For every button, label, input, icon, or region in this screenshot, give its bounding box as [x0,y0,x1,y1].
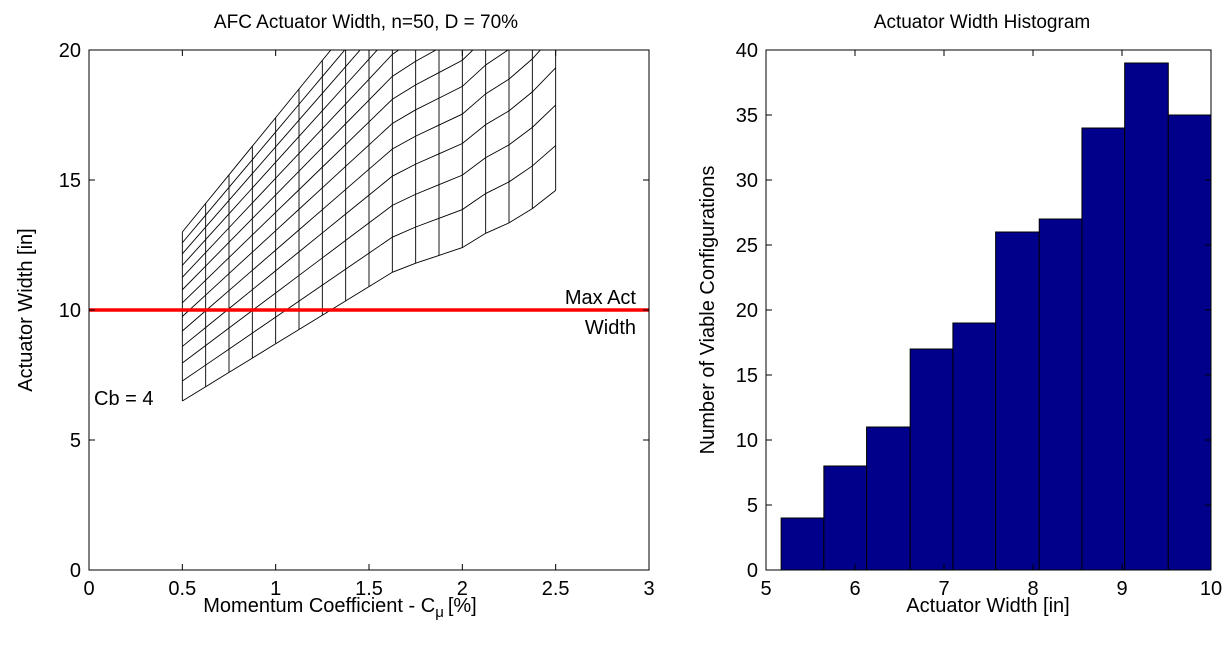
y-tick-label: 5 [70,430,81,452]
y-tick-label: 30 [736,170,758,192]
max-act-label-line1: Max Act [565,287,637,309]
x-tick-label: 9 [1116,578,1127,600]
x-tick-label: 1.5 [355,578,383,600]
y-tick-label: 20 [59,40,81,62]
x-tick-label: 7 [938,578,949,600]
y-tick-label: 20 [736,300,758,322]
histogram-bar [866,426,911,571]
y-tick-label: 0 [70,560,81,582]
x-tick-label: 6 [849,578,860,600]
histogram-y-label: Number of Viable Configurations [697,166,719,455]
y-tick-label: 10 [59,300,81,322]
constant-cb-curve [181,50,346,244]
y-tick-label: 35 [736,105,758,127]
histogram-bar [1038,218,1083,571]
histogram-bar [995,231,1040,571]
histogram-bar [1124,62,1169,571]
y-tick-label: 10 [736,430,758,452]
x-tick-label: 3 [643,578,654,600]
max-act-label-line2: Width [585,317,636,339]
x-tick-label: 0 [83,578,94,600]
histogram-bar [952,322,997,571]
histogram-panel: Actuator Width Histogram 5 6 7 8 9 1005101520… [697,12,1222,617]
histogram-title: Actuator Width Histogram [874,12,1090,33]
x-tick-label: 1 [270,578,281,600]
y-tick-label: 15 [736,365,758,387]
carpet-plot-y-label: Actuator Width [in] [15,228,37,391]
x-tick-label: 5 [760,578,771,600]
y-tick-label: 15 [59,170,81,192]
y-tick-label: 5 [747,495,758,517]
y-tick-label: 25 [736,235,758,257]
histogram-bar [780,517,825,571]
y-tick-label: 40 [736,40,758,62]
cb-annotation: Cb = 4 [94,388,153,410]
x-tick-label: 2.5 [542,578,570,600]
carpet-plot-panel: AFC Actuator Width, n=50, D = 70% 0 0.5 1 1… [15,12,655,621]
y-tick-label: 0 [747,560,758,582]
histogram-bar [1081,127,1126,571]
histogram-x-label: Actuator Width [in] [906,595,1069,617]
carpet-plot-mesh [181,50,557,402]
constant-cb-curve [181,50,361,255]
x-tick-label: 0.5 [168,578,196,600]
histogram-bar [1167,114,1212,571]
constant-cb-curve [181,50,332,233]
x-tick-label: 2 [457,578,468,600]
histogram-bar [823,465,868,571]
x-tick-label: 10 [1200,578,1222,600]
carpet-plot-x-label: Momentum Coefficient - Cμ [%] [203,595,477,621]
carpet-plot-title: AFC Actuator Width, n=50, D = 70% [214,12,518,33]
histogram-bar [909,348,954,571]
x-tick-label: 8 [1027,578,1038,600]
